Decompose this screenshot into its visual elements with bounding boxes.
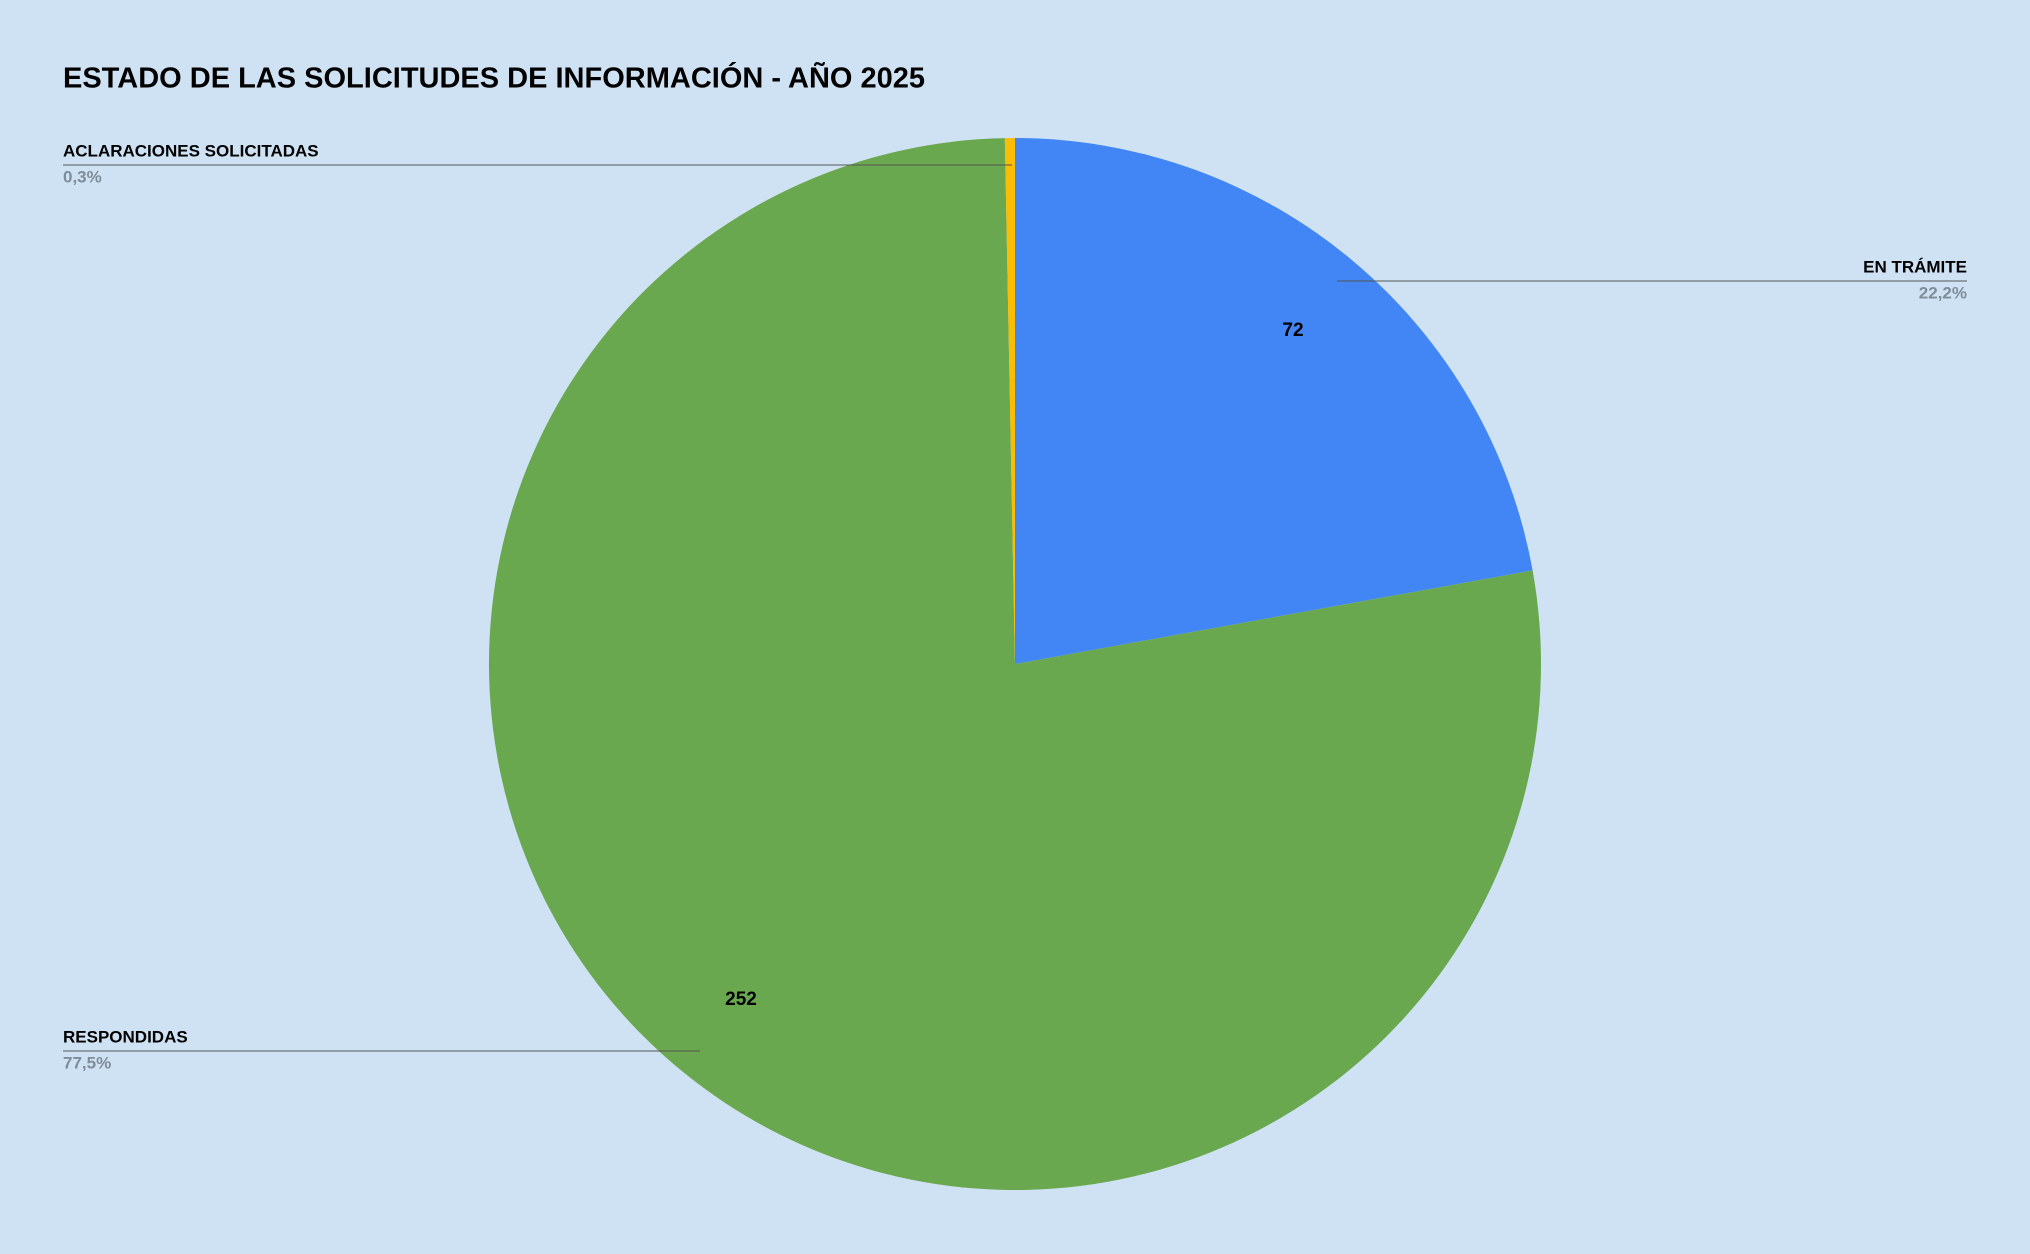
pie-slice (1004, 138, 1015, 664)
slice-percent: 0,3% (63, 167, 102, 186)
value-label: 252 (725, 989, 757, 1010)
chart-title: ESTADO DE LAS SOLICITUDES DE INFORMACIÓN… (63, 61, 925, 95)
value-label: 72 (1282, 320, 1303, 341)
slice-percent: 22,2% (1919, 283, 1967, 302)
slice-category: EN TRÁMITE (1863, 257, 1967, 276)
slice-category: RESPONDIDAS (63, 1027, 188, 1046)
slice-category: ACLARACIONES SOLICITADAS (63, 141, 319, 160)
slice-percent: 77,5% (63, 1053, 111, 1072)
pie-slice (1015, 138, 1533, 664)
pie-slice (488, 138, 1541, 1191)
